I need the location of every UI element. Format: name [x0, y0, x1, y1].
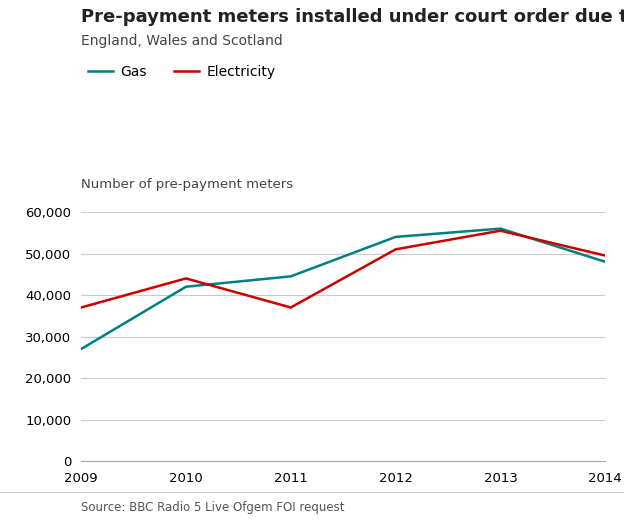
Text: England, Wales and Scotland: England, Wales and Scotland: [81, 34, 283, 48]
Legend: Gas, Electricity: Gas, Electricity: [88, 65, 275, 78]
Text: Number of pre-payment meters: Number of pre-payment meters: [81, 178, 293, 191]
Text: Pre-payment meters installed under court order due to debt: Pre-payment meters installed under court…: [81, 8, 624, 26]
Text: BBC: BBC: [550, 501, 585, 517]
Text: Source: BBC Radio 5 Live Ofgem FOI request: Source: BBC Radio 5 Live Ofgem FOI reque…: [81, 501, 344, 514]
